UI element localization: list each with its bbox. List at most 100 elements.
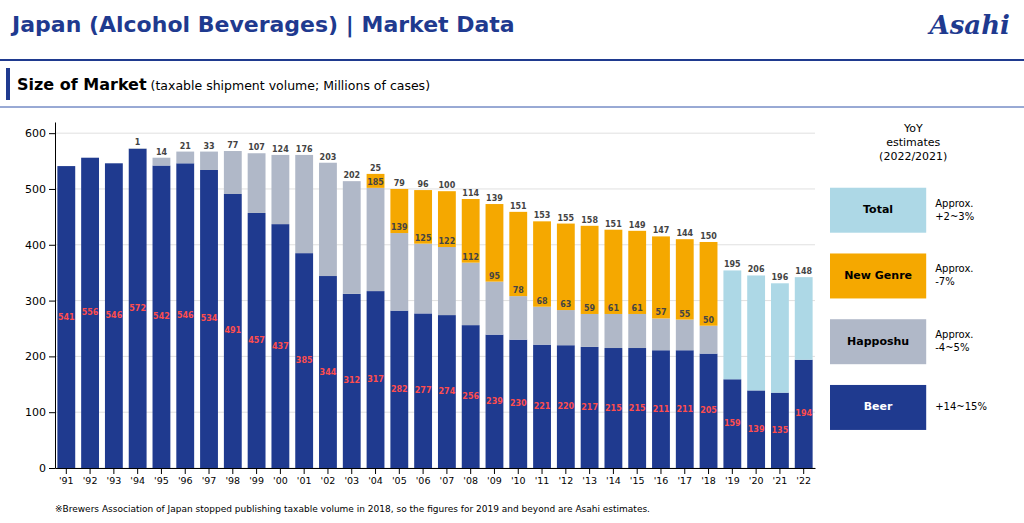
- data-label: 217: [581, 403, 598, 412]
- data-label: 572: [129, 304, 146, 313]
- bar: [200, 151, 218, 152]
- data-label: 491: [224, 326, 241, 335]
- data-label: 221: [534, 402, 551, 411]
- x-tick-mark: [708, 468, 709, 474]
- data-label: 541: [58, 313, 75, 322]
- bars: [57, 148, 812, 468]
- data-label: 230: [510, 399, 527, 408]
- data-label: 437: [272, 342, 289, 351]
- bar: [414, 244, 432, 314]
- bar: [153, 158, 171, 166]
- data-label: 277: [415, 386, 432, 395]
- bar: [57, 166, 75, 167]
- data-label: 153: [534, 211, 551, 220]
- x-axis: '91'92'93'94'95'96'97'98'99'00'01'02'03'…: [56, 468, 816, 486]
- data-label: 274: [439, 387, 456, 396]
- y-tick-label: 300: [25, 295, 46, 308]
- y-tick: 400: [25, 239, 55, 252]
- data-label: 114: [462, 189, 479, 198]
- data-label: 61: [632, 304, 644, 313]
- bar: [81, 158, 99, 468]
- bar: [700, 354, 718, 468]
- bar: [628, 230, 646, 231]
- x-tick-label: '97: [202, 475, 217, 486]
- bar: [224, 151, 242, 152]
- bar: [438, 315, 456, 468]
- data-label: 211: [653, 405, 670, 414]
- x-tick-label: '92: [83, 475, 98, 486]
- header-rule: [0, 59, 1024, 61]
- chart-svg: Japan (Alcohol Beverages) | Market DataA…: [0, 0, 1024, 523]
- x-tick: '02: [321, 468, 336, 486]
- data-label: 282: [391, 385, 408, 394]
- x-tick: '04: [368, 468, 383, 486]
- x-tick-label: '00: [273, 475, 288, 486]
- x-tick: '95: [154, 468, 169, 486]
- bar: [795, 360, 813, 468]
- data-label: 95: [489, 272, 501, 281]
- bar: [676, 350, 694, 468]
- y-axis-line: [55, 123, 56, 469]
- legend-note: +14~15%: [935, 401, 987, 412]
- bar: [390, 189, 408, 233]
- legend-note: Approx.-7%: [935, 263, 973, 287]
- x-tick-mark: [375, 468, 376, 474]
- x-tick-label: '94: [130, 475, 145, 486]
- bar: [367, 174, 385, 188]
- bar: [105, 163, 123, 164]
- data-label: 196: [772, 273, 789, 282]
- data-label: 50: [703, 316, 715, 325]
- bar: [509, 296, 527, 340]
- bar: [462, 263, 480, 326]
- bar: [200, 170, 218, 468]
- bar: [414, 190, 432, 191]
- bar: [700, 241, 718, 242]
- x-tick-label: '14: [606, 475, 621, 486]
- x-tick-mark: [137, 468, 138, 474]
- bar: [533, 221, 551, 222]
- x-tick-label: '96: [178, 475, 193, 486]
- bar: [509, 340, 527, 468]
- data-label: 125: [415, 234, 432, 243]
- y-tick: 300: [25, 295, 55, 308]
- bar: [414, 190, 432, 244]
- data-label: 150: [700, 232, 717, 241]
- x-tick: '18: [701, 468, 716, 486]
- bar: [676, 239, 694, 319]
- bar: [176, 151, 194, 152]
- y-tick-mark: [49, 356, 55, 357]
- x-tick-label: '05: [392, 475, 407, 486]
- x-tick: '21: [773, 468, 788, 486]
- data-label: 312: [343, 376, 360, 385]
- x-tick-mark: [589, 468, 590, 474]
- data-label: 158: [581, 216, 598, 225]
- legend-label: Total: [863, 203, 893, 216]
- bar: [319, 163, 337, 276]
- bar: [248, 153, 266, 154]
- bar: [533, 307, 551, 345]
- y-tick: 100: [25, 406, 55, 419]
- x-tick-mark: [446, 468, 447, 474]
- bar: [105, 163, 123, 164]
- x-tick-label: '99: [249, 475, 264, 486]
- x-tick-mark: [351, 468, 352, 474]
- bar: [105, 163, 123, 468]
- data-label: 202: [343, 171, 360, 180]
- data-label: 135: [772, 426, 789, 435]
- bar: [248, 153, 266, 154]
- bar: [343, 181, 361, 182]
- bar: [652, 236, 670, 237]
- bar: [57, 166, 75, 167]
- legend-swatch: [830, 319, 926, 364]
- x-tick: '17: [677, 468, 692, 486]
- legend-title: YoYestimates(2022/2021): [879, 122, 947, 163]
- bar: [105, 163, 123, 164]
- bar: [557, 310, 575, 345]
- x-tick-mark: [185, 468, 186, 474]
- bar: [509, 211, 527, 212]
- y-tick-mark: [49, 468, 55, 469]
- data-label: 68: [536, 297, 548, 306]
- bar: [81, 157, 99, 158]
- bar: [652, 236, 670, 318]
- x-tick-mark: [232, 468, 233, 474]
